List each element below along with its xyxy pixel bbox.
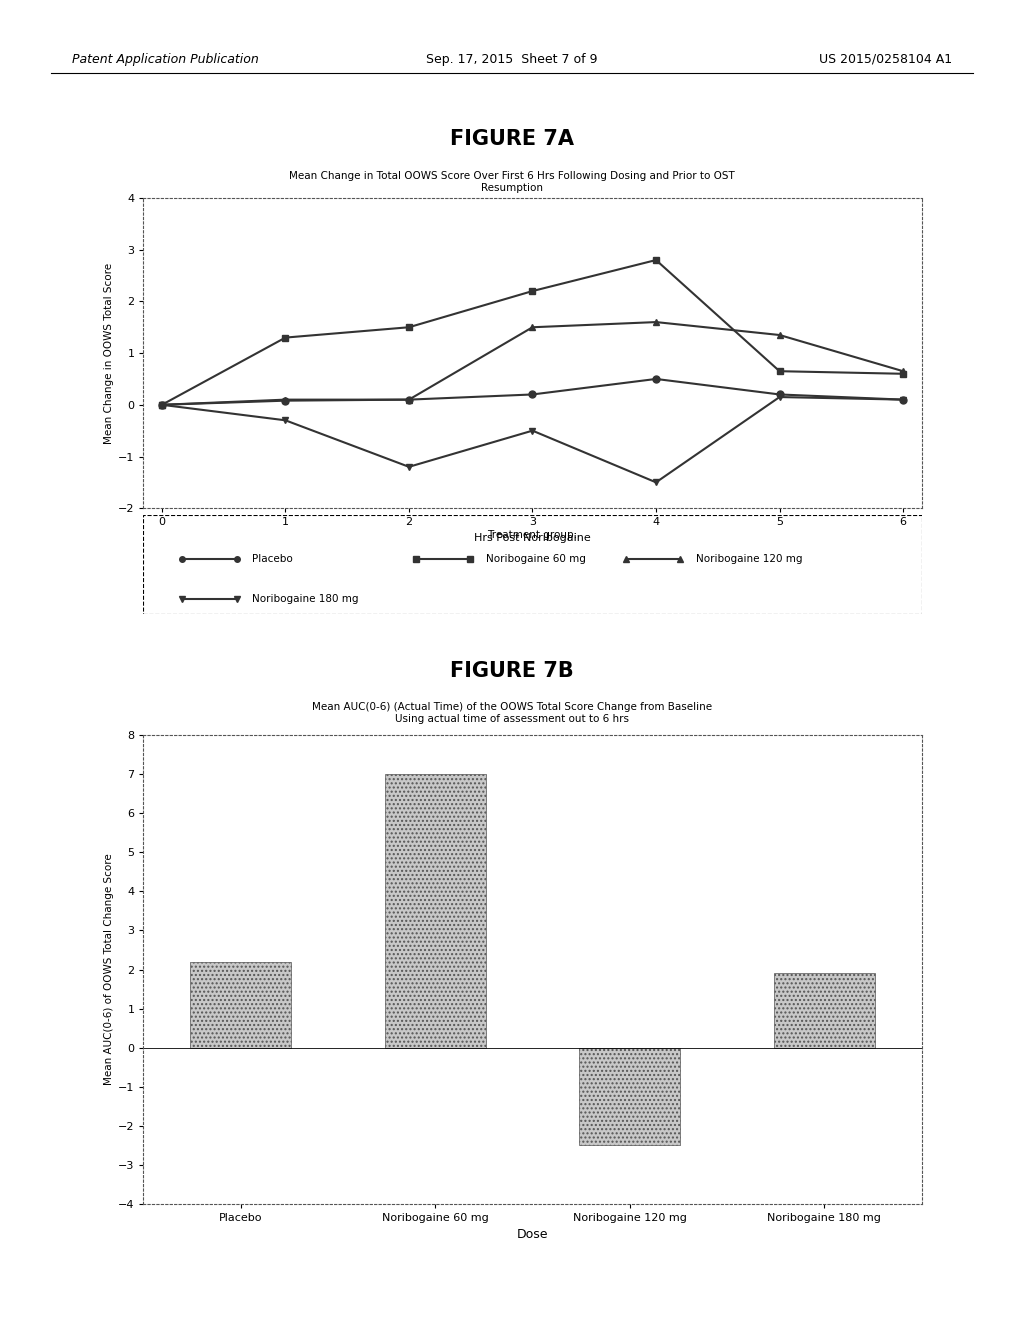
Bar bbox=[580, 1048, 680, 1146]
Bar bbox=[385, 775, 485, 1048]
Text: Mean AUC(0-6) (Actual Time) of the OOWS Total Score Change from Baseline
Using a: Mean AUC(0-6) (Actual Time) of the OOWS … bbox=[312, 702, 712, 723]
Text: FIGURE 7B: FIGURE 7B bbox=[451, 660, 573, 681]
Text: Placebo: Placebo bbox=[252, 554, 293, 565]
X-axis label: Hrs Post Noribogaine: Hrs Post Noribogaine bbox=[474, 533, 591, 543]
Text: Noribogaine 60 mg: Noribogaine 60 mg bbox=[485, 554, 586, 565]
Y-axis label: Mean AUC(0-6) of OOWS Total Change Score: Mean AUC(0-6) of OOWS Total Change Score bbox=[103, 854, 114, 1085]
Bar bbox=[190, 962, 291, 1048]
Text: Mean Change in Total OOWS Score Over First 6 Hrs Following Dosing and Prior to O: Mean Change in Total OOWS Score Over Fir… bbox=[289, 172, 735, 193]
Y-axis label: Mean Change in OOWS Total Score: Mean Change in OOWS Total Score bbox=[103, 263, 114, 444]
X-axis label: Dose: Dose bbox=[517, 1229, 548, 1241]
Text: US 2015/0258104 A1: US 2015/0258104 A1 bbox=[819, 53, 952, 66]
Text: Patent Application Publication: Patent Application Publication bbox=[72, 53, 258, 66]
Text: Treatment group:: Treatment group: bbox=[487, 529, 578, 540]
Text: FIGURE 7A: FIGURE 7A bbox=[450, 128, 574, 149]
Text: Sep. 17, 2015  Sheet 7 of 9: Sep. 17, 2015 Sheet 7 of 9 bbox=[426, 53, 598, 66]
Bar bbox=[774, 973, 874, 1048]
Text: Noribogaine 180 mg: Noribogaine 180 mg bbox=[252, 594, 358, 605]
Text: Noribogaine 120 mg: Noribogaine 120 mg bbox=[696, 554, 803, 565]
